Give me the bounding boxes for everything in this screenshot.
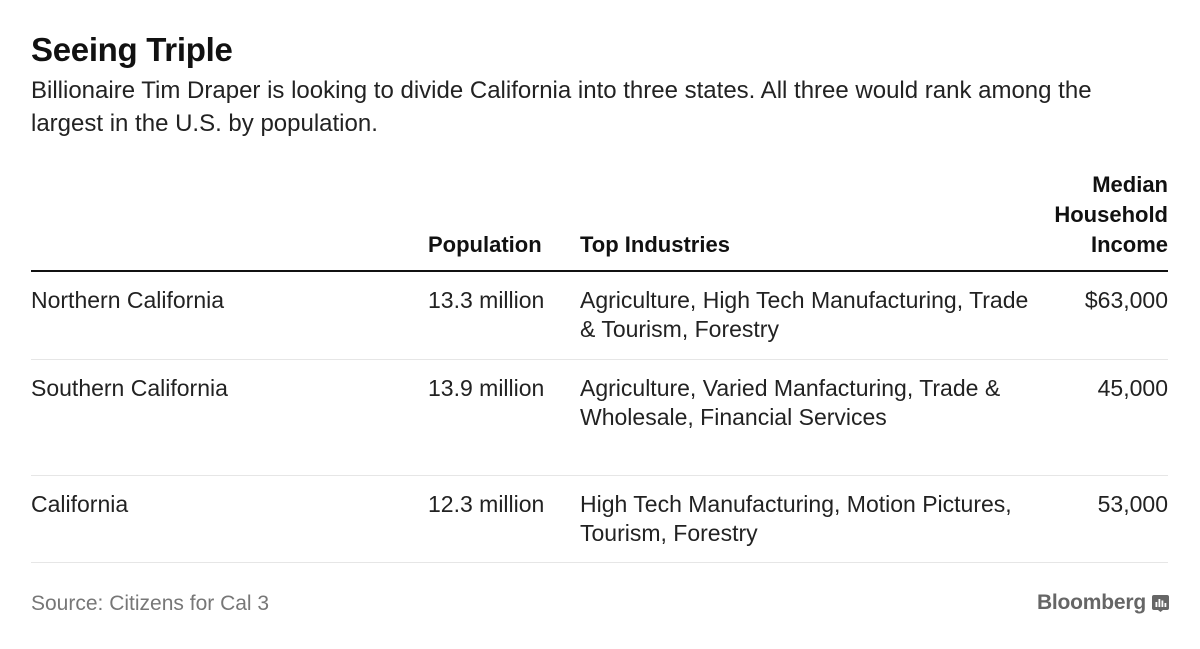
industries-cell: Agriculture, High Tech Manufacturing, Tr… — [580, 287, 1029, 342]
table-row: Southern California 13.9 million Agricul… — [31, 360, 1168, 476]
industries-cell: Agriculture, Varied Manfacturing, Trade … — [580, 375, 1001, 430]
source-note: Source: Citizens for Cal 3 — [31, 592, 270, 615]
chart-subtitle: Billionaire Tim Draper is looking to div… — [31, 77, 1092, 137]
region-cell: Northern California — [31, 287, 225, 313]
region-cell: California — [31, 491, 129, 517]
population-cell: 12.3 million — [428, 491, 545, 517]
population-cell: 13.3 million — [428, 287, 545, 313]
income-cell: 53,000 — [1097, 491, 1168, 517]
income-cell: $63,000 — [1084, 287, 1168, 313]
brand-name: Bloomberg — [1036, 591, 1146, 614]
table-row: Northern California 13.3 million Agricul… — [31, 272, 1168, 360]
column-header-income: Median Household Income — [1008, 170, 1168, 260]
income-cell: 45,000 — [1097, 375, 1168, 401]
column-header-industries: Top Industries — [580, 232, 730, 257]
data-table: Population Top Industries Median Househo… — [31, 168, 1168, 563]
column-header-income-line3: Income — [1090, 232, 1168, 257]
table-row: California 12.3 million High Tech Manufa… — [31, 476, 1168, 563]
column-header-income-line2: Household — [1054, 202, 1168, 227]
column-header-population: Population — [428, 232, 542, 257]
table-header-row: Population Top Industries Median Househo… — [31, 168, 1168, 272]
brand-logo: Bloomberg — [1037, 591, 1169, 615]
industries-cell: High Tech Manufacturing, Motion Pictures… — [580, 491, 1012, 546]
region-cell: Southern California — [31, 375, 228, 401]
population-cell: 13.9 million — [428, 375, 545, 401]
chart-title: Seeing Triple — [31, 31, 233, 68]
bar-chart-icon — [1152, 594, 1169, 612]
column-header-income-line1: Median — [1092, 172, 1168, 197]
